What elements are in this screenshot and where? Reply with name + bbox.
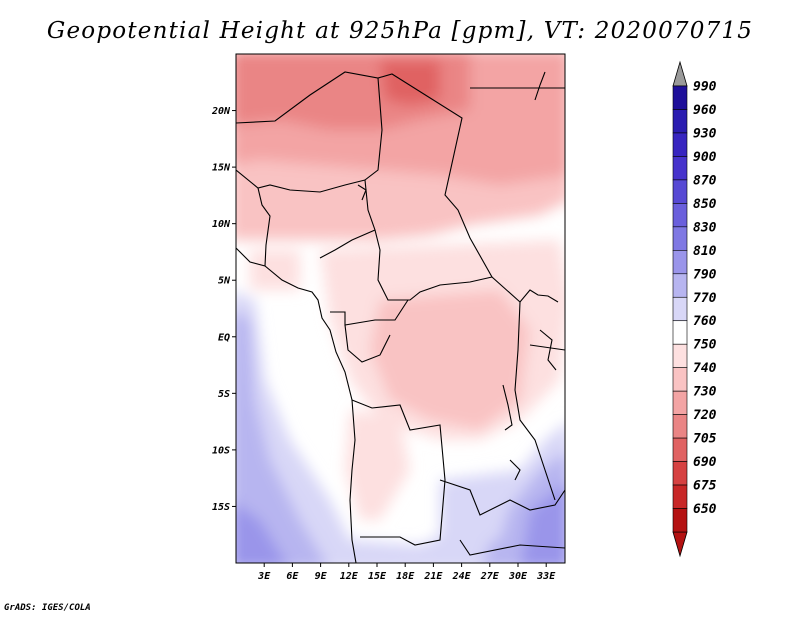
colorbar-swatch [672,109,688,134]
colorbar-under-arrow [672,531,688,558]
colorbar-swatch [672,250,688,275]
latitude-axis: 20N 15N 10N 5N EQ 5S 10S 15S [211,106,236,513]
colorbar-label: 650 [693,502,717,517]
lon-tick-label: 3E [257,571,271,582]
lon-tick-label: 21E [423,571,443,582]
longitude-axis: 3E 6E 9E 12E 15E 18E 21E 24E 27E 30E 33E [257,563,556,582]
colorbar-swatch [672,226,688,251]
lat-tick-label: 10N [212,219,231,230]
colorbar-swatch [672,203,688,228]
lat-tick-label: EQ [218,332,230,343]
colorbar-label: 730 [693,385,717,400]
colorbar-label: 760 [693,314,717,329]
lon-tick-label: 12E [340,571,359,582]
colorbar-label: 790 [693,267,717,282]
lon-tick-label: 18E [396,571,415,582]
colorbar-swatch [672,461,688,486]
lon-tick-label: 9E [315,571,328,582]
colorbar-label: 930 [693,126,717,141]
colorbar-swatch [672,343,688,368]
colorbar-swatch [672,273,688,298]
colorbar-label: 770 [693,291,717,306]
lat-tick-label: 10S [212,445,230,456]
map-frame [235,53,566,564]
colorbar: 990 960 930 900 870 850 830 810 790 770 760 750 740 7… [672,60,717,558]
colorbar-swatch [672,320,688,345]
colorbar-swatch [672,85,688,110]
lat-tick-label: 15S [212,502,230,513]
lat-tick-label: 15N [212,163,231,174]
colorbar-over-arrow [672,60,688,87]
colorbar-swatch [672,132,688,157]
colorbar-swatch [672,390,688,415]
lon-tick-label: 33E [536,571,556,582]
chart-title: Geopotential Height at 925hPa [gpm], VT:… [46,18,754,44]
colorbar-label: 750 [693,338,717,353]
colorbar-label: 990 [693,80,717,95]
colorbar-swatch [672,156,688,181]
colorbar-swatch [672,179,688,204]
boundaries [236,71,565,563]
colorbar-swatch [672,367,688,392]
lon-tick-label: 30E [508,571,528,582]
lat-tick-label: 20N [211,106,231,117]
colorbar-label: 720 [693,408,717,423]
colorbar-swatch [672,508,688,533]
lon-tick-label: 15E [368,571,387,582]
lon-tick-label: 6E [286,571,299,582]
lon-tick-label: 24E [452,571,472,582]
lat-tick-label: 5S [218,389,230,400]
height-field [236,54,565,563]
grads-credit: GrADS: IGES/COLA [4,603,91,613]
lon-tick-label: 27E [480,571,500,582]
colorbar-label: 850 [693,197,717,212]
colorbar-label: 810 [693,244,717,259]
colorbar-label: 675 [693,479,717,494]
colorbar-label: 705 [693,432,717,447]
colorbar-label: 830 [693,220,717,235]
colorbar-label: 870 [693,173,717,188]
colorbar-swatch [672,484,688,509]
lat-tick-label: 5N [218,276,231,287]
colorbar-label: 900 [693,150,717,165]
colorbar-label: 740 [693,361,717,376]
colorbar-swatch [672,437,688,462]
colorbar-label: 960 [693,103,717,118]
colorbar-label: 690 [693,455,717,470]
colorbar-swatch [672,296,688,322]
colorbar-swatch [672,414,688,439]
